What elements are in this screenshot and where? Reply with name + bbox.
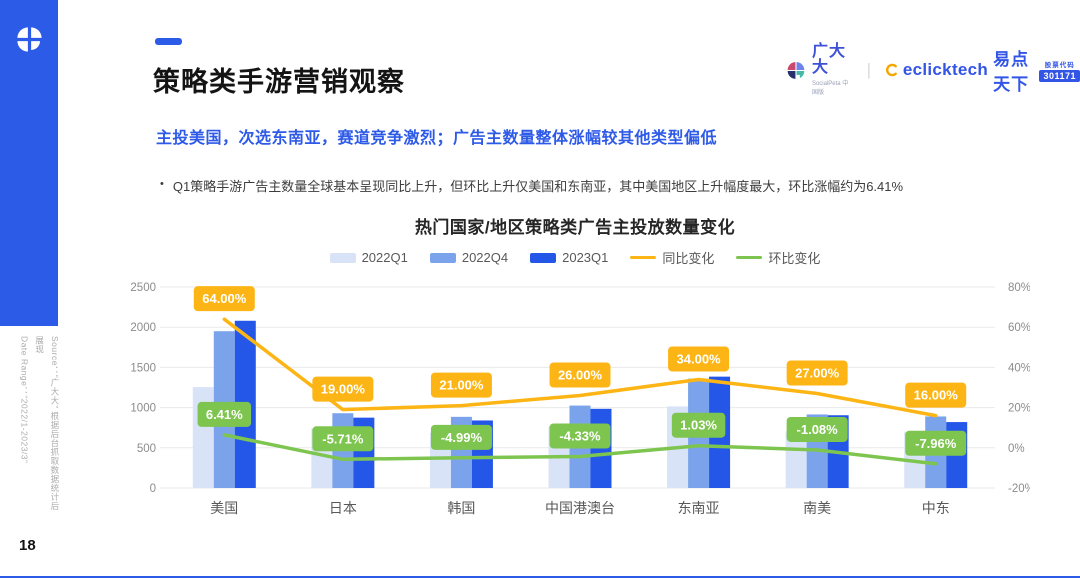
x-category-label: 韩国	[447, 500, 475, 516]
label-badge-环比变化-韩国	[430, 424, 492, 450]
page-number: 18	[19, 537, 36, 554]
guangdada-name: 广大大	[811, 43, 846, 76]
y-right-tick: 20%	[1008, 403, 1030, 415]
label-text-同比变化-中东: 16.00%	[914, 388, 959, 403]
bullet-marker: •	[160, 178, 164, 190]
date-range-line: Date Range：“2022/1-2023/3”	[19, 336, 30, 464]
bullet-row: • Q1策略手游广告主数量全球基本呈现同比上升，但环比上升仅美国和东南亚，其中美…	[160, 176, 903, 195]
y-right-tick: 60%	[1008, 322, 1030, 334]
y-left-tick: 500	[137, 443, 156, 455]
chart-legend: 2022Q1 2022Q4 2023Q1 同比变化 环比变化	[120, 248, 1030, 267]
header-logos: 广大大 SocialPeta 中国版 | eclicktech 易点天下 股票代…	[786, 44, 1080, 96]
label-text-环比变化-韩国: -4.99%	[441, 430, 483, 445]
label-text-环比变化-南美: -1.08%	[797, 422, 839, 437]
eclicktech-name-cn: 易点天下	[993, 50, 1030, 94]
x-category-label: 中国港澳台	[545, 500, 615, 516]
legend-swatch	[530, 252, 557, 263]
label-text-环比变化-东南亚: 1.03%	[680, 418, 717, 433]
line-环比变化	[222, 433, 938, 466]
y-right-tick: 80%	[1008, 282, 1030, 294]
stock-code-badge: 301171	[1039, 69, 1080, 82]
bar-2022Q1-南美	[785, 431, 807, 488]
legend-item-环比变化: 环比变化	[736, 248, 820, 267]
legend-item-2023Q1: 2023Q1	[530, 250, 608, 265]
legend-item-2022Q1: 2022Q1	[329, 250, 408, 265]
legend-label: 2022Q4	[461, 250, 509, 265]
guangdada-subtext: SocialPeta 中国版	[811, 81, 849, 96]
combo-chart: 0 -20% 500 0% 1000 20% 1500 40% 2000 60% 2500 80% 64…	[130, 282, 1030, 516]
label-text-同比变化-中国港澳台: 26.00%	[558, 368, 603, 383]
key-insight-subtitle: 主投美国，次选东南亚，赛道竞争激烈；广告主数量整体涨幅较其他类型偏低	[156, 130, 718, 147]
page-title: 策略类手游营销观察	[153, 67, 405, 97]
y-right-tick: -20%	[1008, 483, 1030, 495]
y-left-tick: 2500	[130, 282, 156, 294]
chart-title: 热门国家/地区策略类广告主投放数量变化	[414, 218, 736, 237]
brand-quadrant-icon	[17, 27, 42, 52]
legend-swatch	[736, 255, 763, 260]
eclicktech-c-icon	[886, 63, 897, 77]
label-badge-环比变化-东南亚	[671, 412, 726, 438]
eclicktech-logo: eclicktech 易点天下 股票代码 301171	[885, 45, 1080, 95]
label-badge-环比变化-南美	[786, 416, 848, 442]
label-badge-同比变化-中国港澳台	[549, 362, 611, 388]
label-text-环比变化-中国港澳台: -4.33%	[559, 429, 601, 444]
x-category-label: 东南亚	[678, 500, 720, 516]
label-text-同比变化-南美: 27.00%	[795, 366, 840, 381]
label-badge-同比变化-中东	[905, 382, 967, 408]
y-left-tick: 1000	[130, 403, 156, 415]
y-left-tick: 0	[150, 483, 156, 495]
y-right-tick: 0%	[1008, 443, 1025, 455]
stock-code-label: 股票代码	[1044, 61, 1075, 69]
legend-item-同比变化: 同比变化	[630, 248, 714, 267]
eclicktech-name-en: eclicktech	[902, 60, 989, 79]
sidebar-strip	[0, 0, 58, 326]
label-badge-环比变化-中国港澳台	[549, 423, 611, 449]
label-text-同比变化-韩国: 21.00%	[439, 378, 484, 393]
logo-divider: |	[866, 60, 872, 79]
y-right-tick: 40%	[1008, 362, 1030, 374]
legend-label: 同比变化	[662, 251, 715, 266]
label-badge-同比变化-韩国	[430, 372, 492, 398]
guangdada-wordmark: 广大大 SocialPeta 中国版	[811, 43, 853, 97]
bottom-accent-line	[0, 576, 1080, 578]
label-badge-环比变化-美国	[197, 401, 252, 427]
legend-label: 2023Q1	[562, 250, 609, 265]
source-line: Source：“广大大” 根据后台抓取数据统计后展现	[34, 336, 60, 511]
legend-swatch	[429, 252, 456, 263]
x-category-label: 日本	[329, 500, 357, 516]
label-badge-同比变化-南美	[786, 360, 848, 386]
bullet-text: Q1策略手游广告主数量全球基本呈现同比上升，但环比上升仅美国和东南亚，其中美国地…	[172, 179, 904, 194]
label-badge-环比变化-中东	[905, 430, 967, 456]
legend-swatch	[630, 255, 657, 260]
label-text-同比变化-东南亚: 34.00%	[677, 351, 722, 366]
label-text-同比变化-美国: 64.00%	[202, 291, 247, 306]
guangdada-logo: 广大大 SocialPeta 中国版	[786, 44, 853, 96]
line-同比变化	[222, 317, 938, 418]
y-left-tick: 2000	[130, 322, 156, 334]
label-badge-环比变化-日本	[312, 426, 374, 452]
legend-label: 环比变化	[768, 251, 821, 266]
x-category-label: 中东	[922, 500, 950, 516]
title-accent-dash	[155, 38, 182, 45]
label-badge-同比变化-东南亚	[668, 346, 730, 372]
legend-swatch	[329, 252, 356, 263]
guangdada-quadrant-icon	[787, 61, 805, 79]
source-note: Source：“广大大” 根据后台抓取数据统计后展现 Date Range：“2…	[16, 336, 62, 514]
label-text-同比变化-日本: 19.00%	[321, 382, 366, 397]
label-badge-同比变化-日本	[312, 376, 374, 402]
legend-item-2022Q4: 2022Q4	[429, 250, 509, 265]
label-text-环比变化-美国: 6.41%	[206, 407, 243, 422]
x-category-label: 南美	[803, 500, 831, 516]
y-left-tick: 1500	[130, 362, 156, 374]
label-text-环比变化-中东: -7.96%	[915, 436, 957, 451]
label-badge-同比变化-美国	[193, 286, 255, 312]
stock-code-block: 股票代码 301171	[1039, 59, 1080, 82]
x-category-label: 美国	[210, 500, 238, 516]
label-text-环比变化-日本: -5.71%	[322, 431, 364, 446]
legend-label: 2022Q1	[361, 250, 408, 265]
